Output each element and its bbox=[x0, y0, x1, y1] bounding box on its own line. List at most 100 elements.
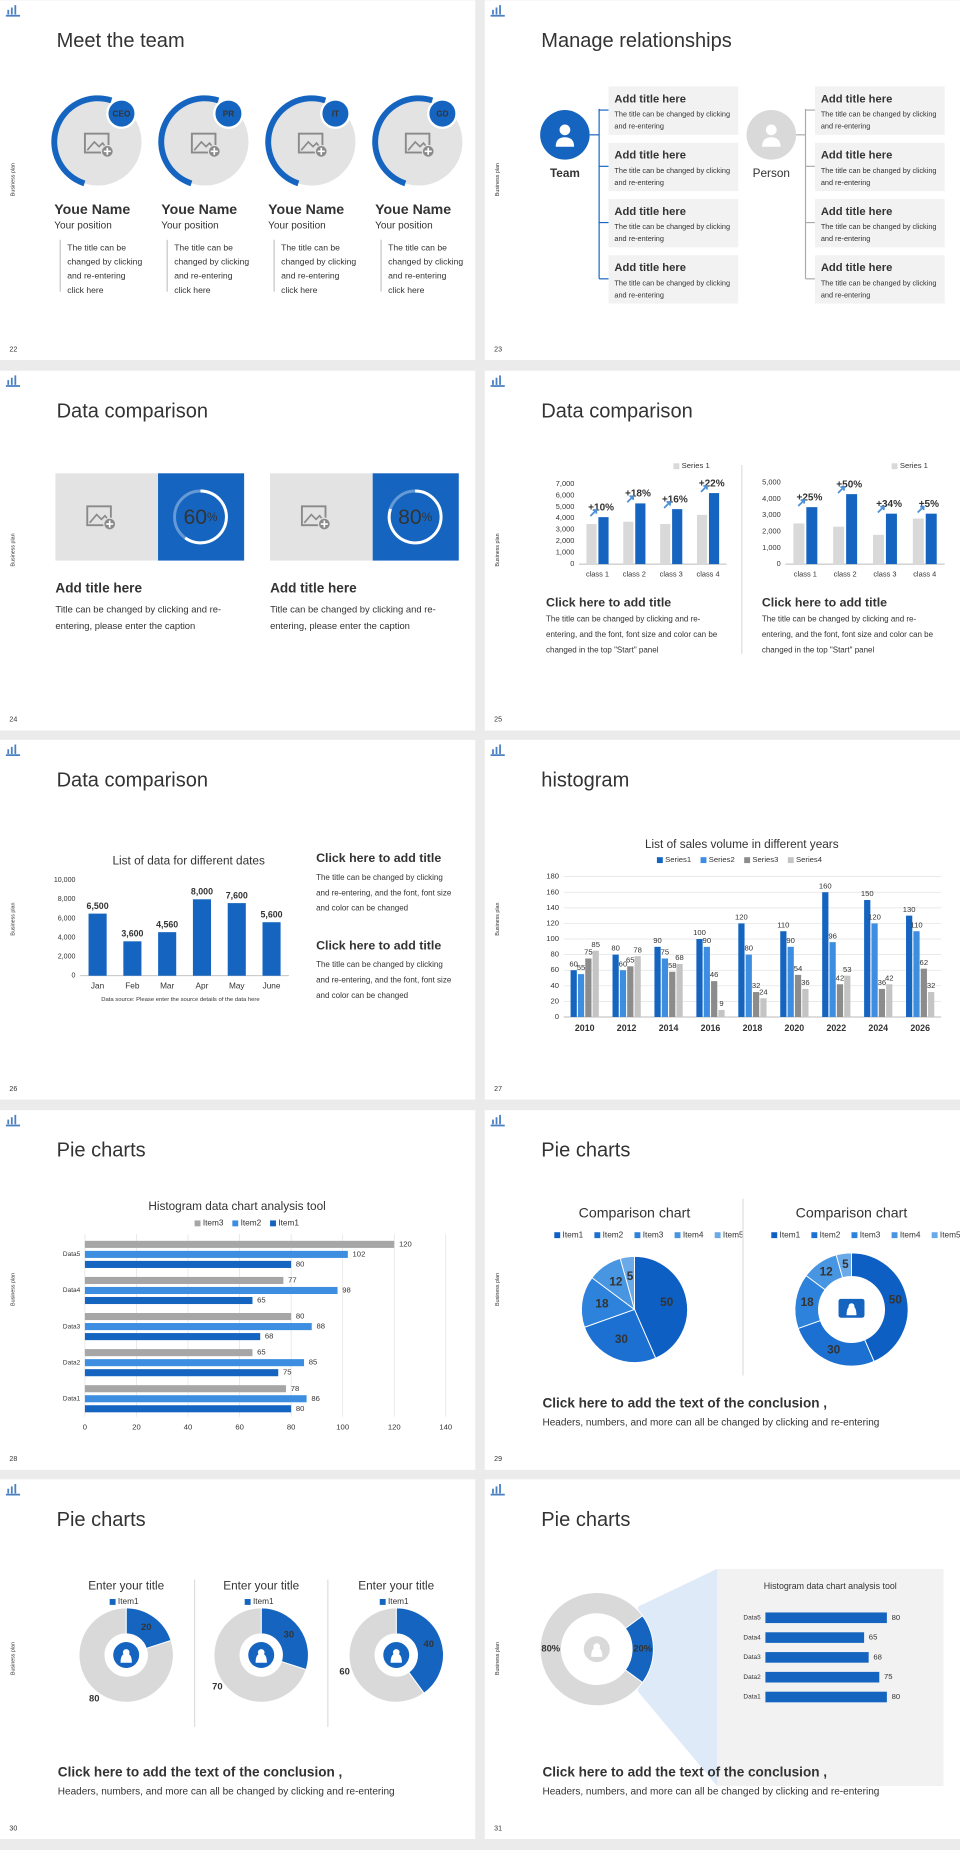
y-tick-label: 160 bbox=[546, 887, 559, 896]
data-label: 90 bbox=[653, 936, 662, 945]
member-name: Youe Name bbox=[54, 201, 130, 217]
person-icon bbox=[120, 1653, 132, 1663]
item-title: Add title here bbox=[821, 206, 892, 218]
slice bbox=[634, 1255, 689, 1359]
person-icon bbox=[555, 137, 575, 147]
data-label: 75 bbox=[584, 948, 593, 957]
member-description: The title can be bbox=[174, 242, 233, 252]
bar bbox=[661, 958, 669, 1017]
item-box bbox=[608, 142, 739, 192]
legend-label: Item1 bbox=[278, 1219, 299, 1228]
bar bbox=[676, 963, 683, 1017]
bar bbox=[84, 1333, 261, 1341]
member-description: and re-entering bbox=[388, 271, 447, 281]
slice-label: 50 bbox=[660, 1296, 674, 1309]
bar bbox=[577, 974, 585, 1017]
data-label: 80 bbox=[744, 944, 753, 953]
slide: Business plan 31 Pie charts 80% 20% Histogram… bbox=[484, 1479, 960, 1840]
slide: Business plan 22 Meet the team CEO Youe Name… bbox=[0, 0, 476, 361]
item-description: and re-entering bbox=[614, 290, 663, 299]
data-label: 160 bbox=[819, 881, 832, 890]
member-description: click here bbox=[67, 285, 104, 295]
logo bbox=[490, 375, 505, 387]
bar bbox=[634, 956, 641, 1017]
y-tick-label: 40 bbox=[550, 981, 559, 990]
avatar-ring bbox=[372, 95, 434, 187]
side-label: Business plan bbox=[495, 163, 501, 196]
x-tick-label: class 1 bbox=[794, 570, 817, 579]
data-label: 68 bbox=[265, 1332, 274, 1341]
legend-label: Item2 bbox=[603, 1230, 624, 1239]
data-label: 80 bbox=[892, 1613, 901, 1622]
bar bbox=[84, 1313, 292, 1321]
y-tick-label: 100 bbox=[546, 934, 559, 943]
panel-caption: entering, please enter the caption bbox=[270, 620, 410, 631]
x-tick-label: 2026 bbox=[910, 1023, 930, 1033]
chart-title: Histogram data chart analysis tool bbox=[148, 1200, 325, 1213]
item-box bbox=[608, 198, 739, 248]
slice-label: 80% bbox=[541, 1643, 560, 1654]
legend-label: Item1 bbox=[253, 1597, 274, 1606]
member-position: Your position bbox=[375, 220, 433, 231]
image-icon bbox=[190, 132, 217, 154]
bar bbox=[806, 507, 818, 565]
ring-unit: % bbox=[207, 511, 218, 524]
slide-title: histogram bbox=[541, 769, 629, 791]
data-label: 62 bbox=[920, 958, 929, 967]
x-tick-label: 20 bbox=[132, 1422, 141, 1431]
slice-label: 40 bbox=[424, 1638, 434, 1649]
data-label: 36 bbox=[878, 978, 887, 987]
x-tick-label: 2020 bbox=[785, 1023, 805, 1033]
data-label: 80 bbox=[296, 1259, 305, 1268]
y-tick-label: 3,000 bbox=[556, 525, 575, 534]
person-icon bbox=[390, 1653, 402, 1663]
data-label: 6,500 bbox=[87, 901, 109, 911]
item-title: Add title here bbox=[614, 150, 685, 162]
y-tick-label: 0 bbox=[555, 1012, 559, 1021]
bar bbox=[84, 1250, 348, 1258]
slice-label: 18 bbox=[801, 1296, 815, 1309]
legend-label: Item1 bbox=[388, 1597, 409, 1606]
legend-label: Item1 bbox=[118, 1597, 139, 1606]
panel-heading: Add title here bbox=[270, 580, 357, 595]
data-label: 65 bbox=[869, 1633, 878, 1642]
bar bbox=[925, 513, 937, 565]
person-icon bbox=[559, 124, 571, 136]
x-tick-label: 0 bbox=[83, 1422, 87, 1431]
text-description: and color can be changed bbox=[316, 904, 408, 913]
bar bbox=[928, 992, 935, 1017]
legend-swatch bbox=[891, 463, 898, 470]
x-tick-label: June bbox=[263, 981, 281, 990]
image-icon bbox=[300, 140, 322, 151]
panel-caption: entering, please enter the caption bbox=[55, 620, 195, 631]
logo bbox=[5, 375, 21, 387]
data-label: 8,000 bbox=[191, 887, 213, 897]
legend-swatch bbox=[270, 1220, 276, 1227]
bar bbox=[703, 946, 710, 1017]
person-icon bbox=[846, 1305, 857, 1316]
legend-swatch bbox=[554, 1232, 561, 1239]
bar bbox=[872, 534, 884, 565]
data-label: 110 bbox=[910, 920, 922, 929]
slice-label: 50 bbox=[889, 1293, 903, 1306]
bar bbox=[864, 900, 871, 1017]
bar bbox=[794, 974, 802, 1017]
logo bbox=[5, 5, 21, 17]
member-description: The title can be bbox=[281, 242, 340, 252]
legend-swatch bbox=[379, 1599, 386, 1605]
slice-label: 5 bbox=[842, 1258, 849, 1271]
bar bbox=[765, 1632, 865, 1643]
y-tick-label: 180 bbox=[546, 872, 559, 881]
item-title: Add title here bbox=[821, 262, 892, 274]
slice-label: 70 bbox=[212, 1680, 222, 1691]
growth-arrow bbox=[700, 485, 708, 493]
legend-label: Item4 bbox=[900, 1230, 921, 1239]
bar bbox=[227, 903, 246, 976]
bar bbox=[793, 523, 805, 565]
image-icon bbox=[89, 513, 111, 524]
conclusion-text: Headers, numbers, and more can all be ch… bbox=[543, 1417, 880, 1428]
y-tick-label: Data5 bbox=[63, 1251, 81, 1258]
data-label: 80 bbox=[296, 1312, 305, 1321]
chart-title: Enter your title bbox=[223, 1580, 299, 1593]
